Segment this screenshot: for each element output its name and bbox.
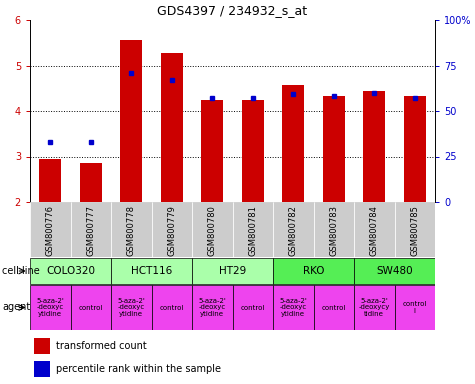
Bar — [111, 202, 152, 257]
Bar — [354, 258, 435, 285]
Text: percentile rank within the sample: percentile rank within the sample — [57, 364, 221, 374]
Text: 5-aza-2'
-deoxyc
ytidine: 5-aza-2' -deoxyc ytidine — [199, 298, 226, 317]
Bar — [282, 84, 304, 202]
Text: agent: agent — [2, 303, 30, 313]
Text: control
l: control l — [403, 301, 427, 314]
Bar — [70, 285, 111, 329]
Bar — [70, 202, 111, 257]
Text: SW480: SW480 — [376, 266, 413, 276]
Text: GSM800782: GSM800782 — [289, 205, 298, 256]
Bar — [273, 202, 314, 257]
Bar — [30, 202, 70, 257]
Bar — [34, 338, 50, 354]
Bar — [30, 258, 111, 285]
Text: control: control — [78, 305, 103, 311]
Bar — [201, 100, 223, 202]
Text: GSM800785: GSM800785 — [410, 205, 419, 256]
Bar — [363, 91, 385, 202]
Bar — [192, 258, 273, 285]
Text: GSM800780: GSM800780 — [208, 205, 217, 256]
Text: control: control — [240, 305, 265, 311]
Text: 5-aza-2'
-deoxycy
tidine: 5-aza-2' -deoxycy tidine — [359, 298, 390, 317]
Text: HCT116: HCT116 — [131, 266, 172, 276]
Text: GSM800777: GSM800777 — [86, 205, 95, 256]
Bar — [111, 258, 192, 285]
Text: COLO320: COLO320 — [46, 266, 95, 276]
Bar — [314, 285, 354, 329]
Bar — [395, 285, 435, 329]
Bar — [30, 285, 70, 329]
Text: GSM800784: GSM800784 — [370, 205, 379, 256]
Bar — [161, 53, 183, 202]
Text: GSM800783: GSM800783 — [329, 205, 338, 256]
Bar — [314, 202, 354, 257]
Bar — [152, 285, 192, 329]
Title: GDS4397 / 234932_s_at: GDS4397 / 234932_s_at — [157, 5, 308, 17]
Text: 5-aza-2'
-deoxyc
ytidine: 5-aza-2' -deoxyc ytidine — [37, 298, 64, 317]
Bar — [242, 100, 264, 202]
Bar — [273, 258, 354, 285]
Text: 5-aza-2'
-deoxyc
ytidine: 5-aza-2' -deoxyc ytidine — [117, 298, 145, 317]
Bar — [39, 159, 61, 202]
Bar — [395, 202, 435, 257]
Text: HT29: HT29 — [219, 266, 246, 276]
Bar — [232, 202, 273, 257]
Bar — [120, 40, 142, 202]
Bar — [273, 285, 314, 329]
Bar — [34, 361, 50, 377]
Text: GSM800779: GSM800779 — [167, 205, 176, 256]
Bar — [404, 96, 426, 202]
Bar — [354, 285, 395, 329]
Bar — [111, 285, 152, 329]
Text: control: control — [160, 305, 184, 311]
Bar — [152, 202, 192, 257]
Text: transformed count: transformed count — [57, 341, 147, 351]
Bar — [232, 285, 273, 329]
Text: RKO: RKO — [303, 266, 324, 276]
Text: GSM800781: GSM800781 — [248, 205, 257, 256]
Bar — [323, 96, 345, 202]
Text: control: control — [322, 305, 346, 311]
Bar — [192, 202, 232, 257]
Bar — [80, 163, 102, 202]
Text: GSM800776: GSM800776 — [46, 205, 55, 256]
Bar — [192, 285, 232, 329]
Text: GSM800778: GSM800778 — [127, 205, 136, 256]
Text: 5-aza-2'
-deoxyc
ytidine: 5-aza-2' -deoxyc ytidine — [279, 298, 307, 317]
Text: cell line: cell line — [2, 266, 40, 276]
Bar — [354, 202, 395, 257]
